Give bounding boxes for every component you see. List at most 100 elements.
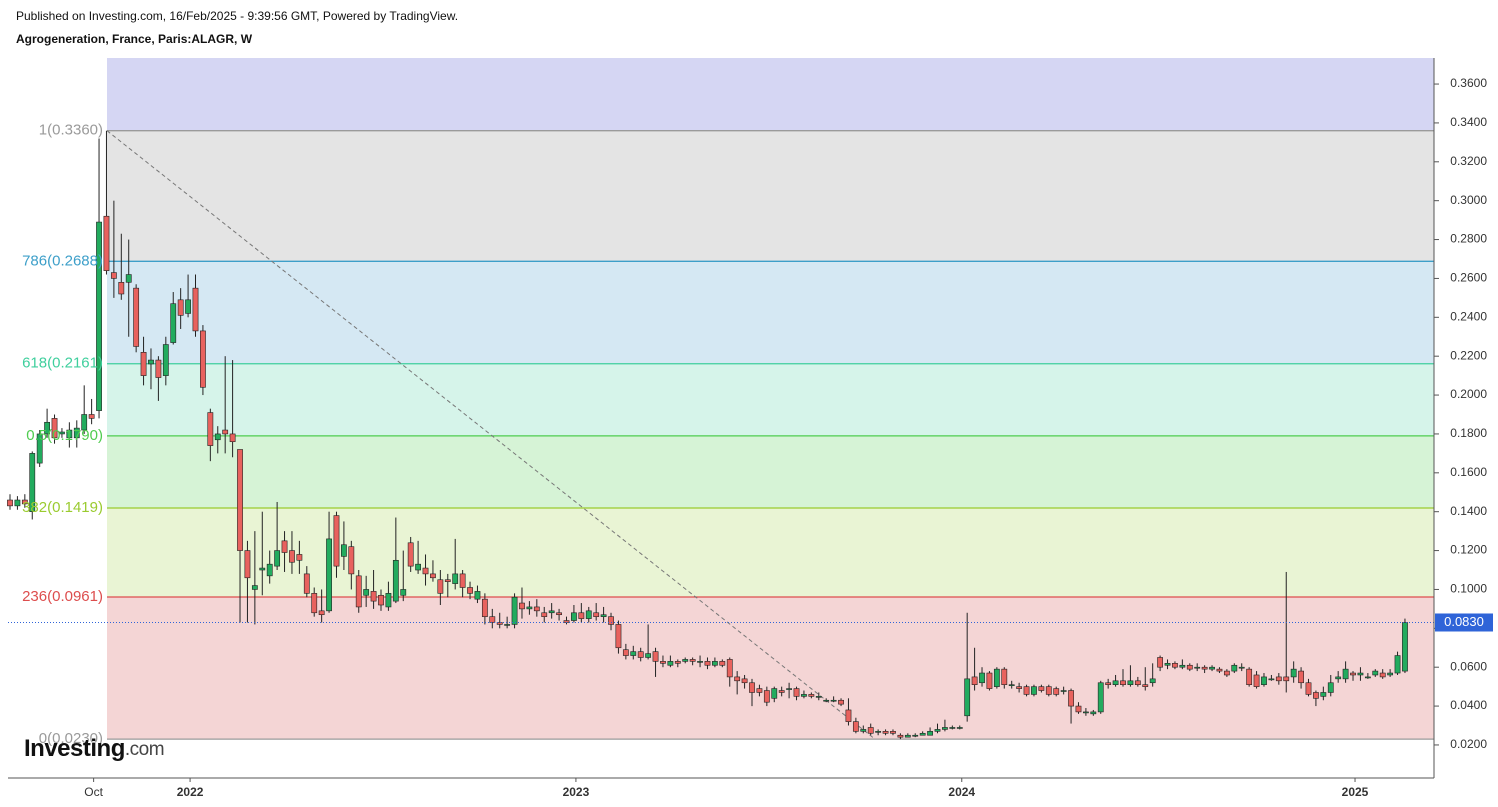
- x-tick-label: 2025: [1342, 785, 1369, 799]
- candle-body: [756, 688, 763, 693]
- candle-body: [237, 449, 243, 551]
- candle-body: [1275, 676, 1282, 682]
- candle-body: [148, 359, 154, 365]
- candle-body: [652, 651, 659, 662]
- candle-body: [838, 699, 844, 705]
- candle-body: [645, 653, 652, 658]
- candle-body: [378, 594, 384, 606]
- candle-body: [526, 606, 533, 610]
- candle-body: [786, 688, 792, 690]
- last-price-label: 0.0830: [1444, 614, 1484, 629]
- candle-body: [311, 593, 318, 614]
- candle-body: [585, 610, 592, 619]
- candle-body: [36, 433, 43, 464]
- candle-body: [103, 215, 110, 271]
- candle-body: [1305, 682, 1312, 695]
- candle-body: [852, 721, 859, 732]
- candle-body: [1164, 663, 1171, 666]
- plot-area: [7, 58, 1434, 740]
- candle-body: [630, 651, 637, 656]
- candle-body: [392, 559, 399, 602]
- candle-body: [1149, 678, 1156, 684]
- y-tick-label: 0.3000: [1450, 193, 1487, 207]
- y-tick-label: 0.3200: [1450, 154, 1487, 168]
- candle-body: [59, 431, 65, 435]
- candle-body: [303, 573, 310, 594]
- candle-body: [897, 734, 904, 738]
- y-tick-label: 0.1000: [1450, 582, 1487, 596]
- candle-body: [1127, 680, 1134, 685]
- candle-body: [615, 624, 622, 649]
- candle-body: [430, 573, 436, 579]
- candle-body: [370, 591, 377, 602]
- fib-level-label: 1(0.3360): [39, 122, 103, 139]
- candle-body: [823, 699, 830, 702]
- candle-body: [155, 359, 162, 378]
- candle-body: [1387, 672, 1394, 676]
- candle-body: [964, 678, 971, 717]
- candle-body: [689, 659, 696, 662]
- fib-level-label: 0.5(0.1790): [26, 427, 103, 444]
- candle-body: [845, 709, 852, 722]
- candle-body: [1231, 664, 1238, 672]
- candle-body: [541, 612, 548, 617]
- candle-body: [979, 672, 985, 684]
- candle-body: [711, 661, 718, 666]
- candle-body: [912, 734, 919, 737]
- candle-body: [1134, 680, 1141, 685]
- candle-body: [1060, 690, 1067, 692]
- candle-body: [867, 727, 874, 734]
- candle-body: [81, 414, 88, 431]
- candle-body: [244, 550, 251, 579]
- last-price-tag: [1435, 613, 1493, 632]
- candle-body: [1120, 680, 1126, 685]
- candle-body: [125, 274, 132, 283]
- fib-level-label: 618(0.2161): [22, 355, 103, 372]
- candle-body: [1045, 686, 1052, 695]
- candle-body: [29, 453, 36, 512]
- candle-body: [622, 649, 629, 656]
- symbol-title: Agrogeneration, France, Paris:ALAGR, W: [16, 32, 253, 46]
- watermark-suffix: .com: [125, 739, 164, 760]
- candle-body: [1290, 668, 1297, 678]
- candle-body: [763, 690, 770, 703]
- y-tick-label: 0.2000: [1450, 387, 1487, 401]
- candle-body: [704, 661, 711, 666]
- candle-body: [140, 351, 147, 376]
- candle-body: [830, 699, 837, 702]
- candle-body: [1357, 672, 1364, 676]
- candle-body: [1261, 676, 1267, 685]
- candle-body: [1172, 663, 1178, 668]
- candle-body: [1179, 664, 1186, 668]
- fib-level-label: 0(0.0230): [39, 730, 103, 747]
- candle-body: [667, 661, 674, 666]
- candle-body: [904, 734, 911, 738]
- candle-body: [1350, 672, 1356, 676]
- candle-body: [801, 694, 807, 697]
- candle-body: [1394, 655, 1401, 674]
- candle-body: [927, 731, 933, 736]
- candle-body: [600, 614, 607, 617]
- candle-body: [1105, 682, 1112, 685]
- candle-body: [185, 299, 191, 314]
- candle-body: [660, 661, 666, 664]
- candle-body: [608, 616, 614, 625]
- candle-body: [318, 610, 325, 616]
- candle-body: [14, 499, 21, 507]
- candle-body: [1186, 664, 1193, 670]
- candle-body: [467, 587, 473, 594]
- y-tick-label: 0.2800: [1450, 232, 1487, 246]
- candle-body: [200, 330, 206, 388]
- candle-body: [1364, 676, 1371, 679]
- candle-body: [1090, 711, 1097, 715]
- candle-body: [682, 659, 689, 662]
- candle-body: [437, 579, 444, 594]
- candle-body: [1201, 666, 1208, 670]
- candle-body: [1402, 622, 1408, 672]
- fib-level-label: 382(0.1419): [22, 499, 103, 516]
- candle-body: [192, 287, 199, 332]
- candle-body: [1372, 670, 1379, 676]
- fib-band: [107, 58, 1434, 131]
- candle-body: [697, 661, 703, 663]
- candle-body: [170, 303, 177, 343]
